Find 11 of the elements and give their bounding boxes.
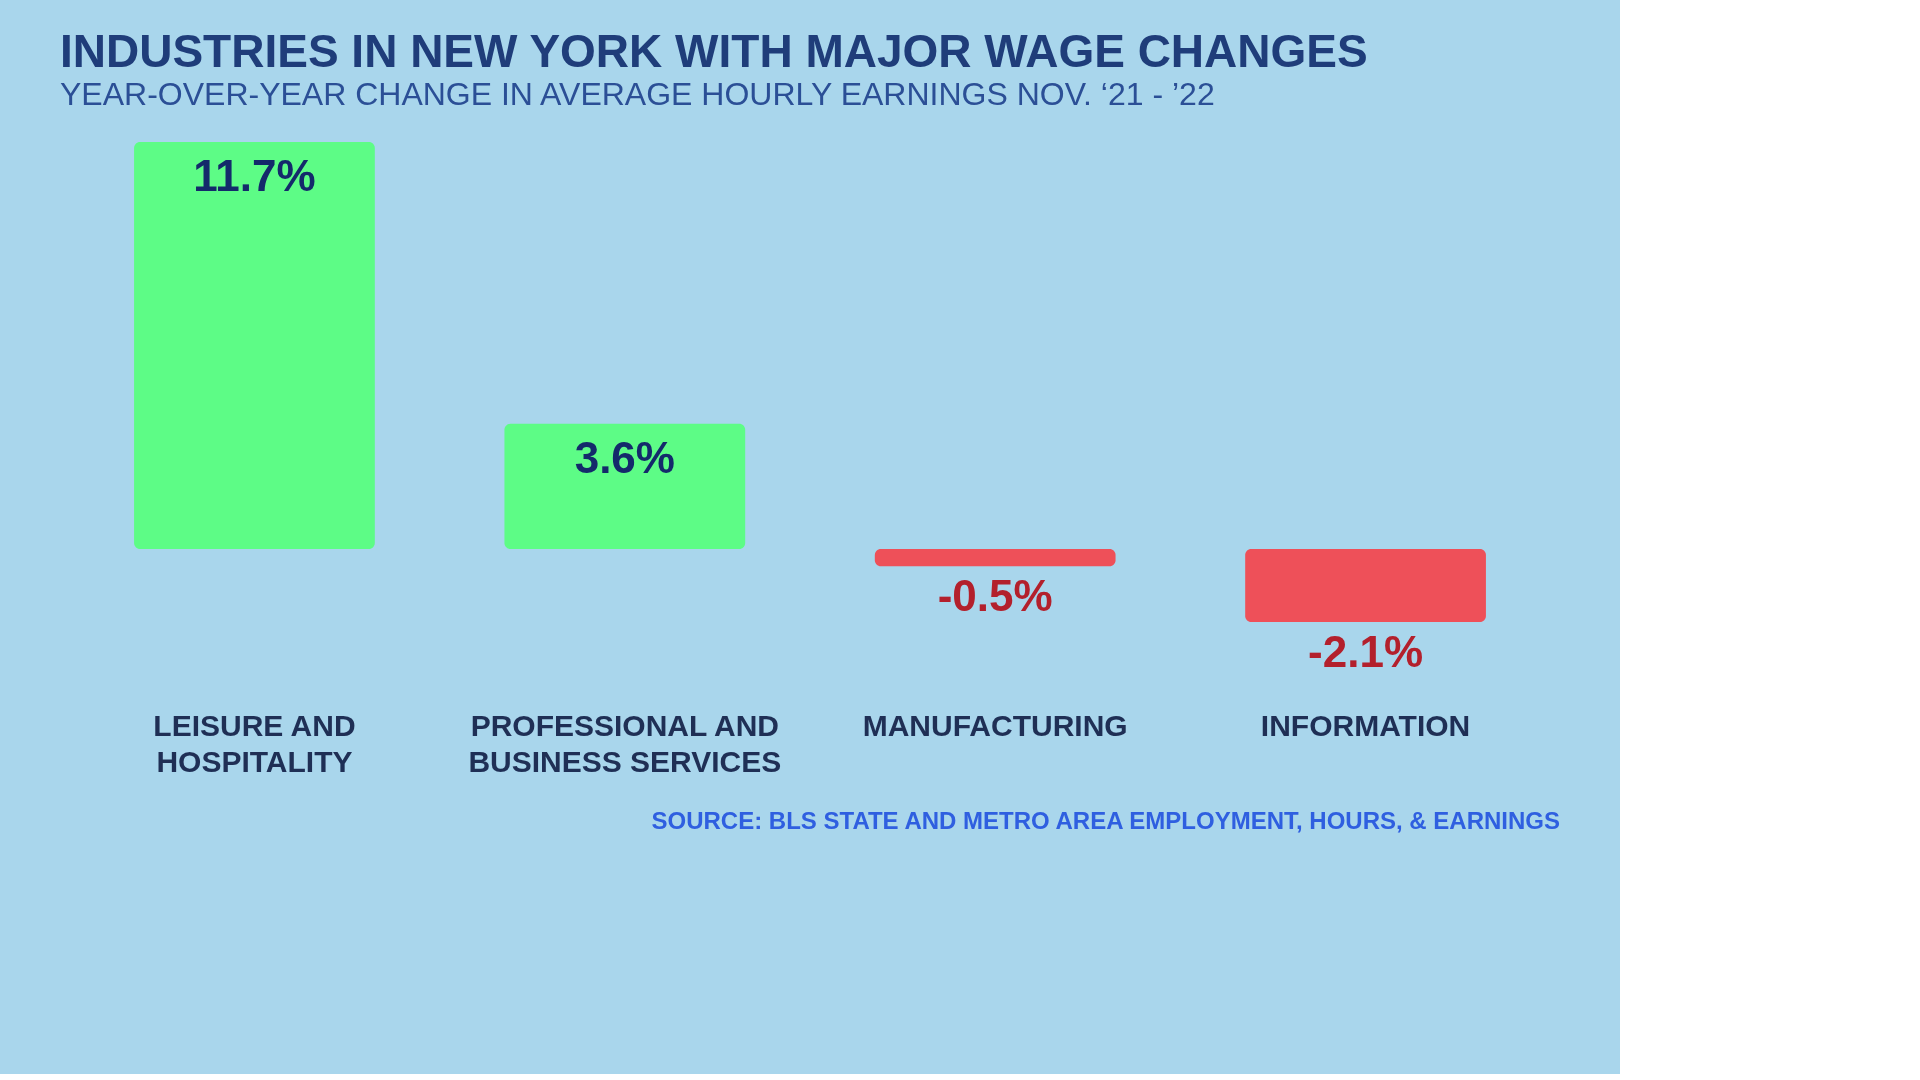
chart-title: INDUSTRIES IN NEW YORK WITH MAJOR WAGE CHANGES [60,25,1368,77]
x-tick-label: PROFESSIONAL AND BUSINESS SERVICES [468,709,782,778]
x-tick-label: MANUFACTURING [862,709,1128,742]
data-label: -0.5% [937,571,1053,621]
source-note: SOURCE: BLS STATE AND METRO AREA EMPLOYMENT, HOURS, & EARNINGS [651,807,1560,834]
data-label: 11.7% [193,151,316,200]
data-label: 3.6% [574,432,675,482]
x-tick-label: LEISURE AND HOSPITALITY [153,709,356,778]
x-tick-label: INFORMATION [1260,709,1471,742]
chart-subtitle: YEAR-OVER-YEAR CHANGE IN AVERAGE HOURLY EARNINGS NOV. ‘21 - ’22 [60,76,1215,112]
data-label: -2.1% [1308,627,1424,676]
